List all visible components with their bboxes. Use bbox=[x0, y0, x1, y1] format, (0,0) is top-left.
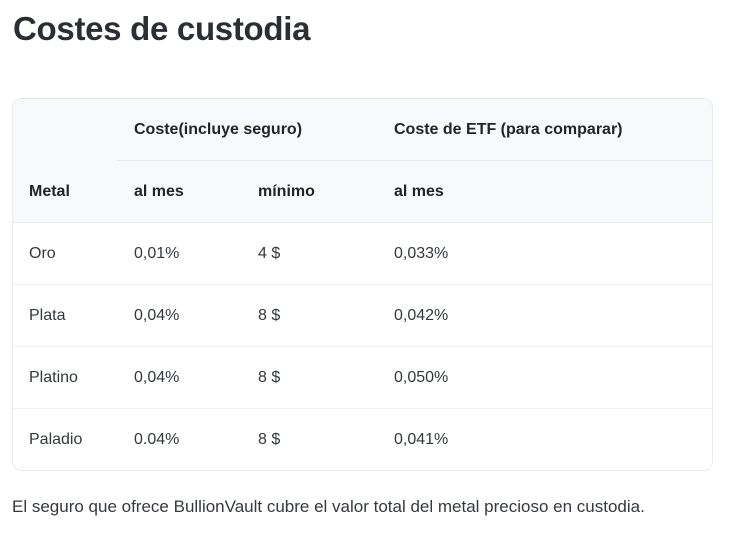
cost-per-month: 0,04% bbox=[118, 346, 242, 409]
column-header-minimum: mínimo bbox=[242, 160, 378, 223]
page-title: Costes de custodia bbox=[13, 10, 311, 47]
cost-minimum: 8 $ bbox=[242, 346, 378, 409]
column-header-metal: Metal bbox=[13, 160, 118, 223]
group-header-etf-cost-comparison: Coste de ETF (para comparar) bbox=[378, 99, 712, 161]
metal-name: Paladio bbox=[13, 408, 118, 470]
metal-name: Plata bbox=[13, 284, 118, 347]
custody-costs-table: Coste(incluye seguro) Coste de ETF (para… bbox=[13, 99, 712, 470]
table-row-paladio: Paladio 0.04% 8 $ 0,041% bbox=[13, 408, 712, 470]
table-row-platino: Platino 0,04% 8 $ 0,050% bbox=[13, 346, 712, 409]
table-body: Oro 0,01% 4 $ 0,033% Plata 0,04% 8 $ 0,0… bbox=[13, 222, 712, 470]
group-header-empty-cell bbox=[13, 99, 118, 161]
table-row-oro: Oro 0,01% 4 $ 0,033% bbox=[13, 222, 712, 285]
metal-name: Oro bbox=[13, 222, 118, 285]
table-header: Coste(incluye seguro) Coste de ETF (para… bbox=[13, 99, 712, 223]
etf-cost-per-month: 0,041% bbox=[378, 408, 712, 470]
etf-cost-per-month: 0,050% bbox=[378, 346, 712, 409]
group-header-row: Coste(incluye seguro) Coste de ETF (para… bbox=[13, 99, 712, 161]
etf-cost-per-month: 0,042% bbox=[378, 284, 712, 347]
group-header-cost-with-insurance: Coste(incluye seguro) bbox=[118, 99, 378, 161]
metal-name: Platino bbox=[13, 346, 118, 409]
etf-cost-per-month: 0,033% bbox=[378, 222, 712, 285]
cost-per-month: 0.04% bbox=[118, 408, 242, 470]
cost-per-month: 0,04% bbox=[118, 284, 242, 347]
page: Costes de custodia Coste(incluye seguro)… bbox=[0, 8, 730, 553]
table-row-plata: Plata 0,04% 8 $ 0,042% bbox=[13, 284, 712, 347]
cost-minimum: 8 $ bbox=[242, 284, 378, 347]
column-header-row: Metal al mes mínimo al mes bbox=[13, 160, 712, 223]
custody-costs-table-card: Coste(incluye seguro) Coste de ETF (para… bbox=[12, 98, 713, 471]
insurance-footnote: El seguro que ofrece BullionVault cubre … bbox=[12, 497, 645, 516]
cost-minimum: 8 $ bbox=[242, 408, 378, 470]
cost-minimum: 4 $ bbox=[242, 222, 378, 285]
cost-per-month: 0,01% bbox=[118, 222, 242, 285]
column-header-per-month: al mes bbox=[118, 160, 242, 223]
column-header-etf-per-month: al mes bbox=[378, 160, 712, 223]
